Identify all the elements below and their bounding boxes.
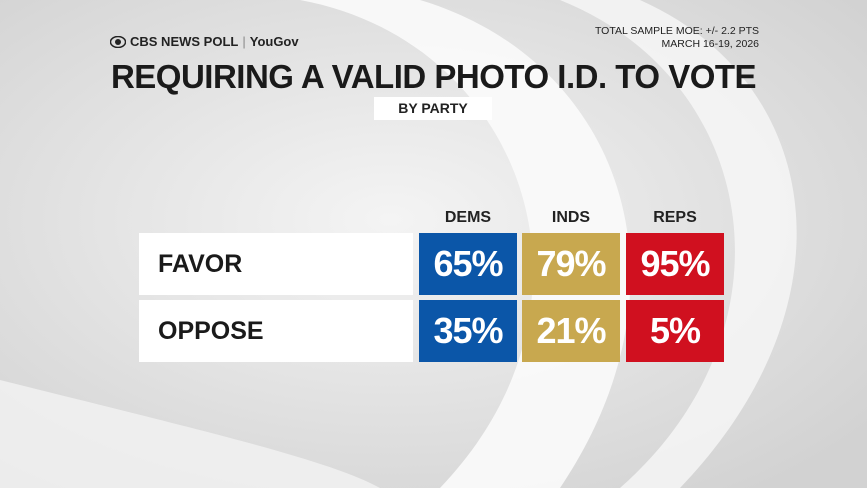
cell: 95% (626, 233, 724, 295)
subtitle: BY PARTY (374, 97, 492, 120)
title: REQUIRING A VALID PHOTO I.D. TO VOTE (110, 58, 757, 95)
separator: | (242, 34, 246, 49)
cbs-eye-logo (110, 35, 126, 48)
column-header: REPS (653, 209, 697, 226)
column-header: INDS (551, 209, 591, 226)
row-label: OPPOSE (139, 300, 413, 362)
brand-name: CBS NEWS POLL (130, 34, 239, 49)
moe: TOTAL SAMPLE MOE: +/- 2.2 PTS (594, 25, 759, 37)
cell: 5% (626, 300, 724, 362)
brand: CBS NEWS POLL | YouGov (110, 34, 299, 49)
cell: 35% (419, 300, 517, 362)
partner: YouGov (249, 34, 299, 49)
cell: 79% (522, 233, 620, 295)
cell: 21% (522, 300, 620, 362)
poll-info: TOTAL SAMPLE MOE: +/- 2.2 PTS MARCH 16-1… (595, 25, 759, 51)
dates: MARCH 16-19, 2026 (661, 38, 759, 50)
row-label: FAVOR (139, 233, 413, 295)
cell: 65% (419, 233, 517, 295)
column-header: DEMS (444, 209, 492, 226)
